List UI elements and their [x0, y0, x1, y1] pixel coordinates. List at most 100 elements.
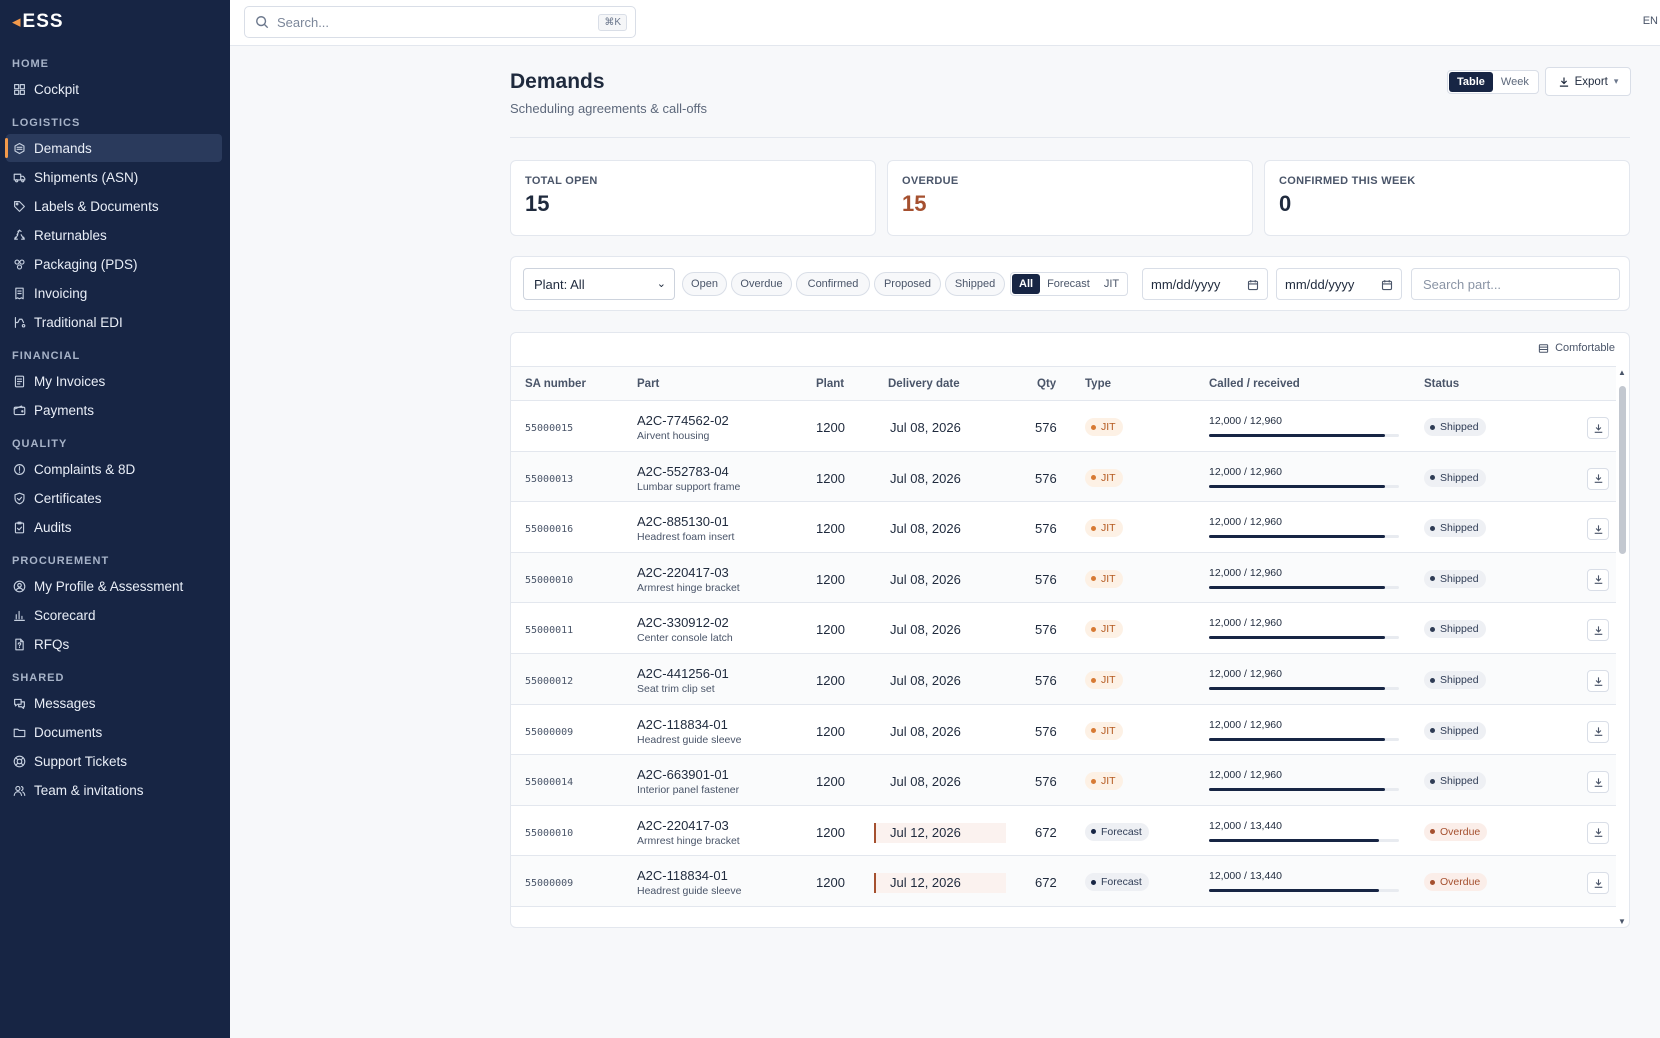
sidebar-item-certificates[interactable]: Certificates — [6, 484, 222, 512]
sa-number: 55000009 — [525, 878, 574, 890]
part-number[interactable]: A2C-441256-01 — [637, 666, 729, 681]
sidebar-item-scorecard[interactable]: Scorecard — [6, 601, 222, 629]
user-circle-icon — [12, 579, 26, 593]
sidebar-item-rfqs[interactable]: RFQs — [6, 630, 222, 658]
received-progress-bar — [1209, 687, 1399, 690]
column-header-status[interactable]: Status — [1424, 378, 1460, 390]
scroll-up-arrow-icon[interactable]: ▲ — [1618, 368, 1626, 377]
download-row-button[interactable] — [1587, 821, 1609, 844]
sidebar-item-traditional-edi[interactable]: Traditional EDI — [6, 308, 222, 336]
plant-select[interactable]: Plant: All ⌄ — [523, 268, 675, 300]
table-row[interactable]: 55000015 A2C-774562-02 Airvent housing 1… — [511, 401, 1616, 452]
table-row[interactable]: 55000009 A2C-118834-01 Headrest guide sl… — [511, 856, 1616, 907]
column-header-sa-number[interactable]: SA number — [525, 378, 586, 390]
sidebar-item-returnables[interactable]: Returnables — [6, 221, 222, 249]
logo[interactable]: ◂ ESS — [0, 0, 230, 44]
download-row-button[interactable] — [1587, 771, 1609, 794]
sidebar-item-complaints-8d[interactable]: Complaints & 8D — [6, 455, 222, 483]
download-row-button[interactable] — [1587, 467, 1609, 490]
sidebar-item-my-invoices[interactable]: My Invoices — [6, 367, 222, 395]
view-week-button[interactable]: Week — [1500, 76, 1529, 88]
column-header-called-received[interactable]: Called / received — [1209, 378, 1300, 390]
column-header-delivery-date[interactable]: Delivery date — [888, 378, 960, 390]
part-number[interactable]: A2C-330912-02 — [637, 615, 729, 631]
column-header-part[interactable]: Part — [637, 378, 660, 390]
sidebar-item-messages[interactable]: Messages — [6, 689, 222, 717]
nav-section: LOGISTICS Demands Shipments (ASN) Labels & … — [0, 113, 230, 336]
column-header-type[interactable]: Type — [1085, 378, 1111, 390]
filter-chip-proposed[interactable]: Proposed — [874, 272, 941, 296]
part-number[interactable]: A2C-885130-01 — [637, 514, 729, 530]
download-icon — [1594, 575, 1602, 585]
sidebar-item-payments[interactable]: Payments — [6, 396, 222, 424]
download-row-button[interactable] — [1587, 720, 1609, 743]
export-button[interactable]: Export ▾ — [1545, 67, 1631, 96]
download-row-button[interactable] — [1587, 518, 1609, 541]
chevron-down-icon: ▾ — [1613, 76, 1619, 86]
download-row-button[interactable] — [1587, 670, 1609, 692]
table-row[interactable]: 55000013 A2C-552783-04 Lumbar support fr… — [511, 451, 1616, 503]
sidebar-item-documents[interactable]: Documents — [6, 718, 222, 746]
density-toggle[interactable]: Comfortable — [1538, 342, 1615, 354]
sidebar-item-invoicing[interactable]: Invoicing — [6, 279, 222, 307]
column-header-plant[interactable]: Plant — [816, 378, 845, 390]
filter-chip-shipped[interactable]: Shipped — [945, 272, 1005, 296]
table-row[interactable]: 55000014 A2C-663901-01 Interior panel fa… — [511, 755, 1616, 806]
status-dot-icon — [1430, 677, 1435, 683]
scroll-thumb[interactable] — [1619, 386, 1626, 554]
part-number[interactable]: A2C-663901-01 — [637, 767, 729, 783]
table-scrollbar[interactable]: ▲ ▼ — [1616, 368, 1628, 927]
called-received: 12,000 / 12,960 — [1209, 415, 1282, 427]
received-progress-fill — [1209, 737, 1385, 741]
status-badge: Overdue — [1424, 873, 1488, 892]
filter-chip-open[interactable]: Open — [682, 272, 727, 296]
part-number[interactable]: A2C-220417-03 — [637, 817, 729, 833]
scroll-down-arrow-icon[interactable]: ▼ — [1618, 917, 1626, 926]
part-number[interactable]: A2C-118834-01 — [637, 716, 728, 732]
part-number[interactable]: A2C-552783-04 — [637, 463, 729, 479]
top-bar: Search... ⌘K EN — [230, 0, 1660, 46]
sidebar-item-label: My Invoices — [34, 373, 106, 389]
global-search-input[interactable]: Search... ⌘K — [244, 6, 636, 38]
filter-chip-overdue[interactable]: Overdue — [731, 272, 792, 296]
part-number[interactable]: A2C-774562-02 — [637, 413, 729, 428]
download-icon — [1594, 778, 1602, 787]
part-search-input[interactable]: Search part... — [1411, 268, 1620, 300]
type-jit-button[interactable]: JIT — [1103, 278, 1120, 290]
download-icon — [1594, 474, 1602, 483]
download-row-button[interactable] — [1587, 568, 1609, 591]
date-to-input[interactable]: mm/dd/yyyy — [1276, 268, 1402, 300]
sidebar-item-shipments-asn[interactable]: Shipments (ASN) — [6, 163, 222, 191]
filter-chip-confirmed[interactable]: Confirmed — [796, 272, 870, 296]
plant-code: 1200 — [816, 571, 845, 587]
language-switch[interactable]: EN — [1642, 15, 1658, 27]
table-row[interactable]: 55000009 A2C-118834-01 Headrest guide sl… — [511, 705, 1616, 756]
sidebar-item-labels-documents[interactable]: Labels & Documents — [6, 192, 222, 220]
part-number[interactable]: A2C-220417-03 — [637, 564, 729, 580]
table-row[interactable]: 55000011 A2C-330912-02 Center console la… — [511, 603, 1616, 654]
sidebar-item-my-profile-assessment[interactable]: My Profile & Assessment — [6, 572, 222, 600]
download-row-button[interactable] — [1587, 417, 1609, 439]
type-forecast-button[interactable]: Forecast — [1047, 278, 1090, 290]
download-icon — [1594, 525, 1602, 534]
table-row[interactable]: 55000012 A2C-441256-01 Seat trim clip se… — [511, 654, 1616, 705]
type-all-button[interactable]: All — [1012, 274, 1041, 294]
type-label: JIT — [1101, 572, 1116, 585]
sidebar-item-cockpit[interactable]: Cockpit — [6, 75, 222, 103]
view-table-button[interactable]: Table — [1449, 72, 1493, 92]
sidebar-item-demands[interactable]: Demands — [5, 134, 222, 162]
column-header-qty[interactable]: Qty — [1037, 378, 1057, 390]
table-row[interactable]: 55000010 A2C-220417-03 Armrest hinge bra… — [511, 806, 1616, 857]
sidebar-item-team-invitations[interactable]: Team & invitations — [6, 776, 222, 804]
sidebar-item-support-tickets[interactable]: Support Tickets — [6, 747, 222, 775]
part-number[interactable]: A2C-118834-01 — [637, 868, 728, 884]
table-row[interactable]: 55000010 A2C-220417-03 Armrest hinge bra… — [511, 552, 1616, 604]
sidebar-item-label: Cockpit — [34, 81, 80, 97]
download-row-button[interactable] — [1587, 872, 1609, 895]
table-row[interactable]: 55000016 A2C-885130-01 Headrest foam ins… — [511, 502, 1616, 553]
download-row-button[interactable] — [1587, 619, 1609, 642]
sidebar-item-packaging-pds[interactable]: Packaging (PDS) — [6, 250, 222, 278]
sidebar-item-audits[interactable]: Audits — [6, 513, 222, 541]
type-dot-icon — [1091, 778, 1096, 784]
date-from-input[interactable]: mm/dd/yyyy — [1142, 268, 1268, 300]
